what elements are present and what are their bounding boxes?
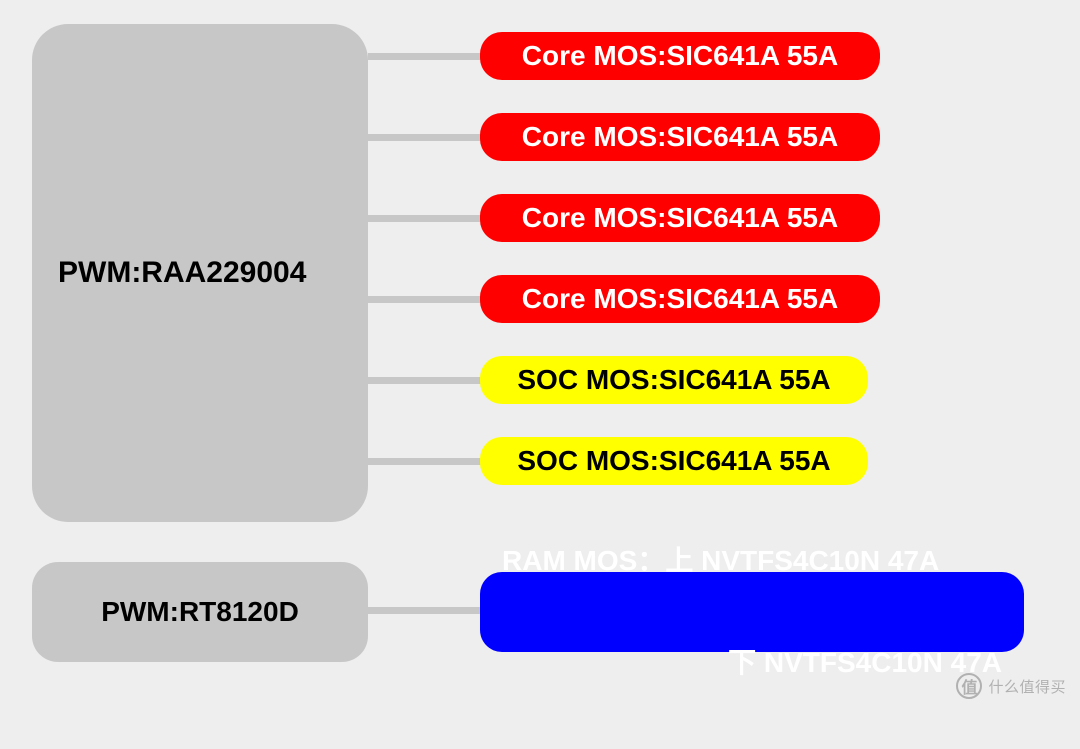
phase-mos-pill: Core MOS:SIC641A 55A [480, 194, 880, 242]
connector-phase [368, 296, 488, 303]
watermark-badge-icon: 值 [956, 673, 982, 699]
watermark: 值 什么值得买 [956, 673, 1066, 699]
connector-phase [368, 134, 488, 141]
phase-mos-pill: Core MOS:SIC641A 55A [480, 113, 880, 161]
ram-line1: RAM MOS：上 NVTFS4C10N 47A [502, 544, 1002, 578]
phase-mos-pill: Core MOS:SIC641A 55A [480, 275, 880, 323]
connector-ram [368, 607, 488, 614]
pwm-main-block: PWM:RAA229004 [32, 24, 368, 522]
connector-phase [368, 458, 488, 465]
diagram-stage: PWM:RAA229004 PWM:RT8120D Core MOS:SIC64… [0, 0, 1080, 709]
watermark-text: 什么值得买 [988, 676, 1066, 697]
ram-mos-block: RAM MOS：上 NVTFS4C10N 47A 下 NVTFS4C10N 47… [480, 572, 1024, 652]
ram-line2: 下 NVTFS4C10N 47A [502, 646, 1002, 680]
phase-mos-pill: SOC MOS:SIC641A 55A [480, 356, 868, 404]
phase-mos-pill: Core MOS:SIC641A 55A [480, 32, 880, 80]
connector-phase [368, 215, 488, 222]
pwm-secondary-block: PWM:RT8120D [32, 562, 368, 662]
connector-phase [368, 53, 488, 60]
connector-phase [368, 377, 488, 384]
